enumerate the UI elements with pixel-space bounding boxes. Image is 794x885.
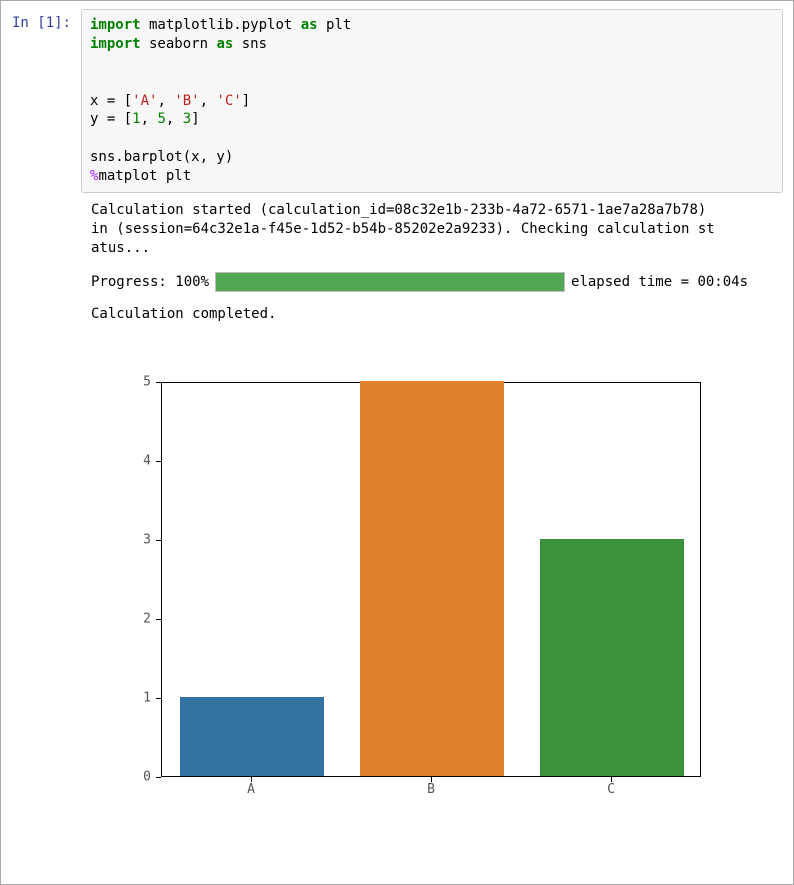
code-keyword: import: [90, 17, 141, 33]
code-text: ,: [200, 93, 217, 109]
input-row: In [1]: import matplotlib.pyplot as plt …: [11, 9, 783, 193]
chart-plot-area: [161, 382, 701, 777]
y-tick-label: 0: [111, 769, 161, 784]
x-tick-mark: [251, 777, 252, 782]
y-tick-mark: [156, 777, 161, 778]
code-number: 5: [157, 111, 165, 127]
x-tick-mark: [431, 777, 432, 782]
input-prompt: In [1]:: [11, 9, 81, 31]
chart-bar: [180, 697, 324, 776]
x-tick-label: C: [607, 782, 615, 797]
progress-bar-fill: [216, 273, 564, 291]
y-tick-mark: [156, 540, 161, 541]
code-text: seaborn: [141, 36, 217, 52]
y-tick-label: 5: [111, 374, 161, 389]
code-number: 3: [183, 111, 191, 127]
code-text: ]: [242, 93, 250, 109]
output-text: Calculation started (calculation_id=08c3…: [91, 201, 783, 258]
code-keyword: as: [301, 17, 318, 33]
code-string: 'C': [216, 93, 241, 109]
elapsed-time-label: elapsed time = 00:04s: [571, 274, 748, 290]
code-text: ,: [157, 93, 174, 109]
x-tick-label: B: [427, 782, 435, 797]
y-tick-label: 3: [111, 532, 161, 547]
code-input[interactable]: import matplotlib.pyplot as plt import s…: [81, 9, 783, 193]
completed-text: Calculation completed.: [91, 306, 783, 322]
chart-bar: [360, 381, 504, 776]
y-tick-label: 1: [111, 690, 161, 705]
code-keyword: as: [216, 36, 233, 52]
y-tick-label: 4: [111, 453, 161, 468]
code-text: sns.barplot(x, y): [90, 149, 233, 165]
code-keyword: import: [90, 36, 141, 52]
chart-bar: [540, 539, 684, 776]
y-tick-mark: [156, 619, 161, 620]
code-text: ,: [141, 111, 158, 127]
progress-row: Progress: 100% elapsed time = 00:04s: [91, 272, 783, 292]
code-string: 'A': [132, 93, 157, 109]
code-number: 1: [132, 111, 140, 127]
y-tick-mark: [156, 382, 161, 383]
y-tick-label: 2: [111, 611, 161, 626]
code-string: 'B': [174, 93, 199, 109]
code-text: x = [: [90, 93, 132, 109]
bar-chart: 012345ABC: [111, 382, 701, 802]
code-text: ]: [191, 111, 199, 127]
x-tick-label: A: [247, 782, 255, 797]
code-text: matplotlib.pyplot: [141, 17, 301, 33]
code-text: matplot plt: [98, 168, 191, 184]
progress-bar: [215, 272, 565, 292]
notebook-cell: In [1]: import matplotlib.pyplot as plt …: [0, 0, 794, 885]
y-tick-mark: [156, 698, 161, 699]
code-text: y = [: [90, 111, 132, 127]
code-text: ,: [166, 111, 183, 127]
y-tick-mark: [156, 461, 161, 462]
code-text: sns: [233, 36, 267, 52]
x-tick-mark: [611, 777, 612, 782]
code-text: plt: [318, 17, 352, 33]
progress-label: Progress: 100%: [91, 274, 209, 290]
